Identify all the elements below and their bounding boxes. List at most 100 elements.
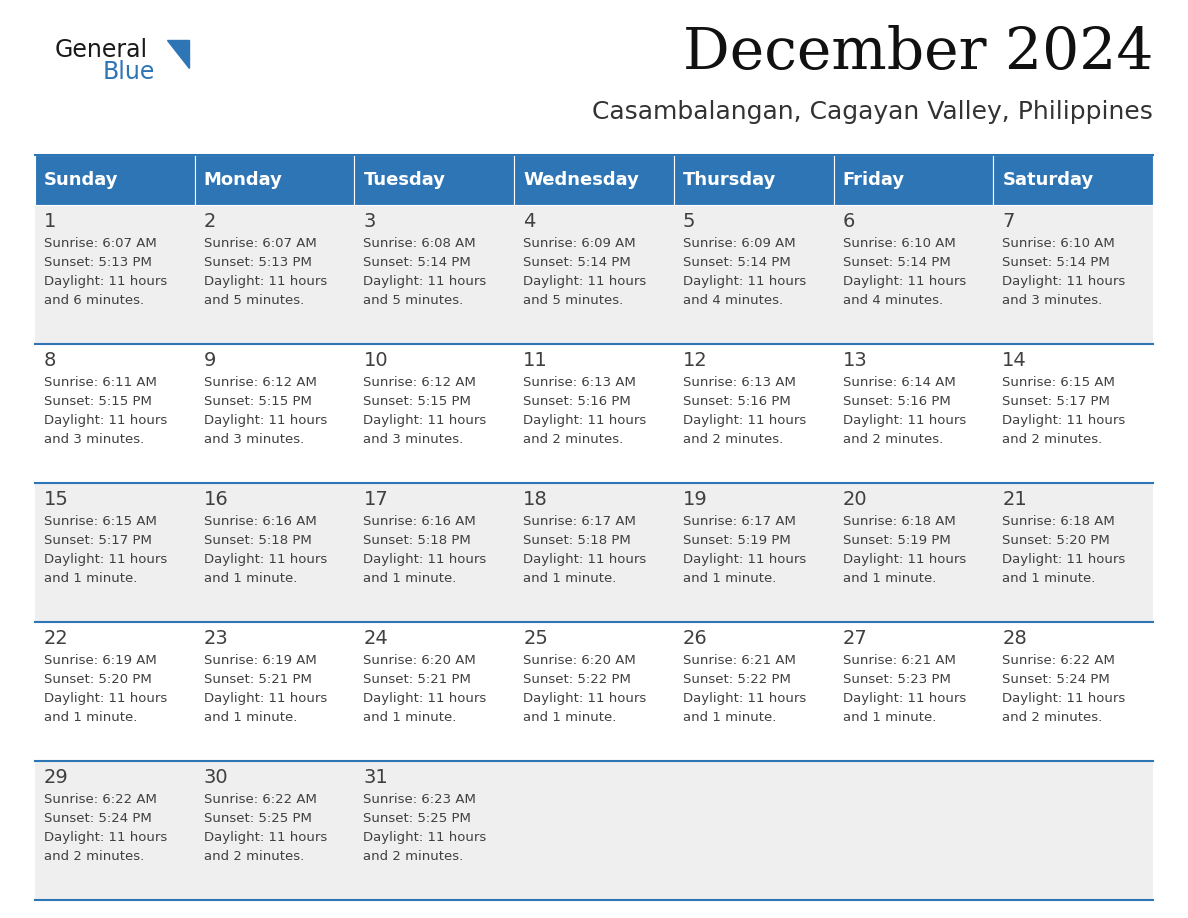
Text: Sunset: 5:14 PM: Sunset: 5:14 PM bbox=[1003, 256, 1110, 269]
Text: 2: 2 bbox=[203, 212, 216, 231]
Text: and 3 minutes.: and 3 minutes. bbox=[44, 433, 144, 446]
Text: and 6 minutes.: and 6 minutes. bbox=[44, 295, 144, 308]
Text: Sunrise: 6:09 AM: Sunrise: 6:09 AM bbox=[683, 237, 796, 250]
Text: 12: 12 bbox=[683, 351, 708, 370]
Text: Sunrise: 6:19 AM: Sunrise: 6:19 AM bbox=[44, 654, 157, 667]
Text: Daylight: 11 hours: Daylight: 11 hours bbox=[364, 692, 487, 705]
Text: Sunrise: 6:17 AM: Sunrise: 6:17 AM bbox=[523, 515, 636, 528]
Text: Daylight: 11 hours: Daylight: 11 hours bbox=[523, 554, 646, 566]
Text: and 5 minutes.: and 5 minutes. bbox=[523, 295, 624, 308]
Text: Sunset: 5:24 PM: Sunset: 5:24 PM bbox=[44, 812, 152, 825]
Text: 29: 29 bbox=[44, 768, 69, 787]
Text: and 1 minute.: and 1 minute. bbox=[364, 711, 457, 724]
Bar bbox=[514, 155, 674, 205]
Text: and 1 minute.: and 1 minute. bbox=[364, 573, 457, 586]
Polygon shape bbox=[168, 40, 189, 68]
Text: Sunset: 5:13 PM: Sunset: 5:13 PM bbox=[203, 256, 311, 269]
Text: Sunrise: 6:22 AM: Sunrise: 6:22 AM bbox=[1003, 654, 1116, 667]
Text: Daylight: 11 hours: Daylight: 11 hours bbox=[523, 414, 646, 427]
Text: 6: 6 bbox=[842, 212, 855, 231]
Text: Sunset: 5:22 PM: Sunset: 5:22 PM bbox=[523, 673, 631, 686]
Text: Sunday: Sunday bbox=[44, 171, 119, 189]
Text: 15: 15 bbox=[44, 490, 69, 509]
Text: Blue: Blue bbox=[103, 60, 156, 84]
Text: Daylight: 11 hours: Daylight: 11 hours bbox=[1003, 692, 1125, 705]
Text: 10: 10 bbox=[364, 351, 388, 370]
Text: Sunset: 5:16 PM: Sunset: 5:16 PM bbox=[683, 395, 790, 409]
Text: Sunrise: 6:21 AM: Sunrise: 6:21 AM bbox=[842, 654, 955, 667]
Text: Sunset: 5:14 PM: Sunset: 5:14 PM bbox=[523, 256, 631, 269]
Text: Wednesday: Wednesday bbox=[523, 171, 639, 189]
Text: Thursday: Thursday bbox=[683, 171, 776, 189]
Text: Daylight: 11 hours: Daylight: 11 hours bbox=[842, 414, 966, 427]
Text: Tuesday: Tuesday bbox=[364, 171, 446, 189]
Text: and 2 minutes.: and 2 minutes. bbox=[683, 433, 783, 446]
Text: and 1 minute.: and 1 minute. bbox=[44, 711, 138, 724]
Text: Sunset: 5:18 PM: Sunset: 5:18 PM bbox=[523, 534, 631, 547]
Text: Sunset: 5:16 PM: Sunset: 5:16 PM bbox=[523, 395, 631, 409]
Text: 27: 27 bbox=[842, 629, 867, 648]
Text: and 1 minute.: and 1 minute. bbox=[523, 573, 617, 586]
Text: Sunset: 5:17 PM: Sunset: 5:17 PM bbox=[44, 534, 152, 547]
Bar bbox=[34, 205, 1154, 344]
Text: Sunset: 5:15 PM: Sunset: 5:15 PM bbox=[364, 395, 472, 409]
Text: Sunset: 5:15 PM: Sunset: 5:15 PM bbox=[203, 395, 311, 409]
Text: and 2 minutes.: and 2 minutes. bbox=[203, 850, 304, 864]
Text: and 2 minutes.: and 2 minutes. bbox=[523, 433, 624, 446]
Text: Saturday: Saturday bbox=[1003, 171, 1093, 189]
Text: Sunrise: 6:15 AM: Sunrise: 6:15 AM bbox=[44, 515, 157, 528]
Text: Daylight: 11 hours: Daylight: 11 hours bbox=[842, 692, 966, 705]
Text: Sunrise: 6:20 AM: Sunrise: 6:20 AM bbox=[523, 654, 636, 667]
Text: Daylight: 11 hours: Daylight: 11 hours bbox=[44, 414, 168, 427]
Text: Sunset: 5:14 PM: Sunset: 5:14 PM bbox=[683, 256, 790, 269]
Bar bbox=[354, 155, 514, 205]
Text: and 1 minute.: and 1 minute. bbox=[842, 711, 936, 724]
Text: Daylight: 11 hours: Daylight: 11 hours bbox=[203, 832, 327, 845]
Text: Sunrise: 6:22 AM: Sunrise: 6:22 AM bbox=[203, 793, 316, 806]
Text: and 1 minute.: and 1 minute. bbox=[683, 711, 776, 724]
Text: Daylight: 11 hours: Daylight: 11 hours bbox=[44, 554, 168, 566]
Text: Sunrise: 6:12 AM: Sunrise: 6:12 AM bbox=[364, 376, 476, 389]
Text: Sunrise: 6:19 AM: Sunrise: 6:19 AM bbox=[203, 654, 316, 667]
Text: Sunrise: 6:22 AM: Sunrise: 6:22 AM bbox=[44, 793, 157, 806]
Text: Sunset: 5:21 PM: Sunset: 5:21 PM bbox=[364, 673, 472, 686]
Text: Sunrise: 6:08 AM: Sunrise: 6:08 AM bbox=[364, 237, 476, 250]
Text: Sunset: 5:19 PM: Sunset: 5:19 PM bbox=[842, 534, 950, 547]
Bar bbox=[993, 155, 1154, 205]
Text: and 2 minutes.: and 2 minutes. bbox=[842, 433, 943, 446]
Text: Daylight: 11 hours: Daylight: 11 hours bbox=[523, 275, 646, 288]
Text: Daylight: 11 hours: Daylight: 11 hours bbox=[364, 275, 487, 288]
Text: and 1 minute.: and 1 minute. bbox=[44, 573, 138, 586]
Text: Sunset: 5:17 PM: Sunset: 5:17 PM bbox=[1003, 395, 1110, 409]
Text: and 1 minute.: and 1 minute. bbox=[1003, 573, 1095, 586]
Text: Daylight: 11 hours: Daylight: 11 hours bbox=[44, 832, 168, 845]
Text: and 1 minute.: and 1 minute. bbox=[683, 573, 776, 586]
Text: Daylight: 11 hours: Daylight: 11 hours bbox=[683, 275, 807, 288]
Text: Sunrise: 6:15 AM: Sunrise: 6:15 AM bbox=[1003, 376, 1116, 389]
Text: and 2 minutes.: and 2 minutes. bbox=[364, 850, 463, 864]
Text: Sunrise: 6:13 AM: Sunrise: 6:13 AM bbox=[683, 376, 796, 389]
Text: December 2024: December 2024 bbox=[683, 25, 1154, 81]
Text: and 2 minutes.: and 2 minutes. bbox=[1003, 433, 1102, 446]
Text: Sunset: 5:24 PM: Sunset: 5:24 PM bbox=[1003, 673, 1110, 686]
Text: General: General bbox=[55, 38, 148, 62]
Bar bbox=[34, 344, 1154, 483]
Text: 22: 22 bbox=[44, 629, 69, 648]
Text: Sunrise: 6:09 AM: Sunrise: 6:09 AM bbox=[523, 237, 636, 250]
Text: Sunset: 5:25 PM: Sunset: 5:25 PM bbox=[203, 812, 311, 825]
Text: 31: 31 bbox=[364, 768, 388, 787]
Text: Sunrise: 6:18 AM: Sunrise: 6:18 AM bbox=[1003, 515, 1116, 528]
Text: Sunrise: 6:12 AM: Sunrise: 6:12 AM bbox=[203, 376, 316, 389]
Text: Daylight: 11 hours: Daylight: 11 hours bbox=[203, 692, 327, 705]
Text: 19: 19 bbox=[683, 490, 708, 509]
Text: 4: 4 bbox=[523, 212, 536, 231]
Text: 21: 21 bbox=[1003, 490, 1028, 509]
Bar bbox=[195, 155, 354, 205]
Text: Daylight: 11 hours: Daylight: 11 hours bbox=[842, 554, 966, 566]
Text: 26: 26 bbox=[683, 629, 708, 648]
Text: Sunset: 5:19 PM: Sunset: 5:19 PM bbox=[683, 534, 790, 547]
Text: Daylight: 11 hours: Daylight: 11 hours bbox=[203, 554, 327, 566]
Text: Sunrise: 6:10 AM: Sunrise: 6:10 AM bbox=[842, 237, 955, 250]
Text: 16: 16 bbox=[203, 490, 228, 509]
Text: Sunset: 5:25 PM: Sunset: 5:25 PM bbox=[364, 812, 472, 825]
